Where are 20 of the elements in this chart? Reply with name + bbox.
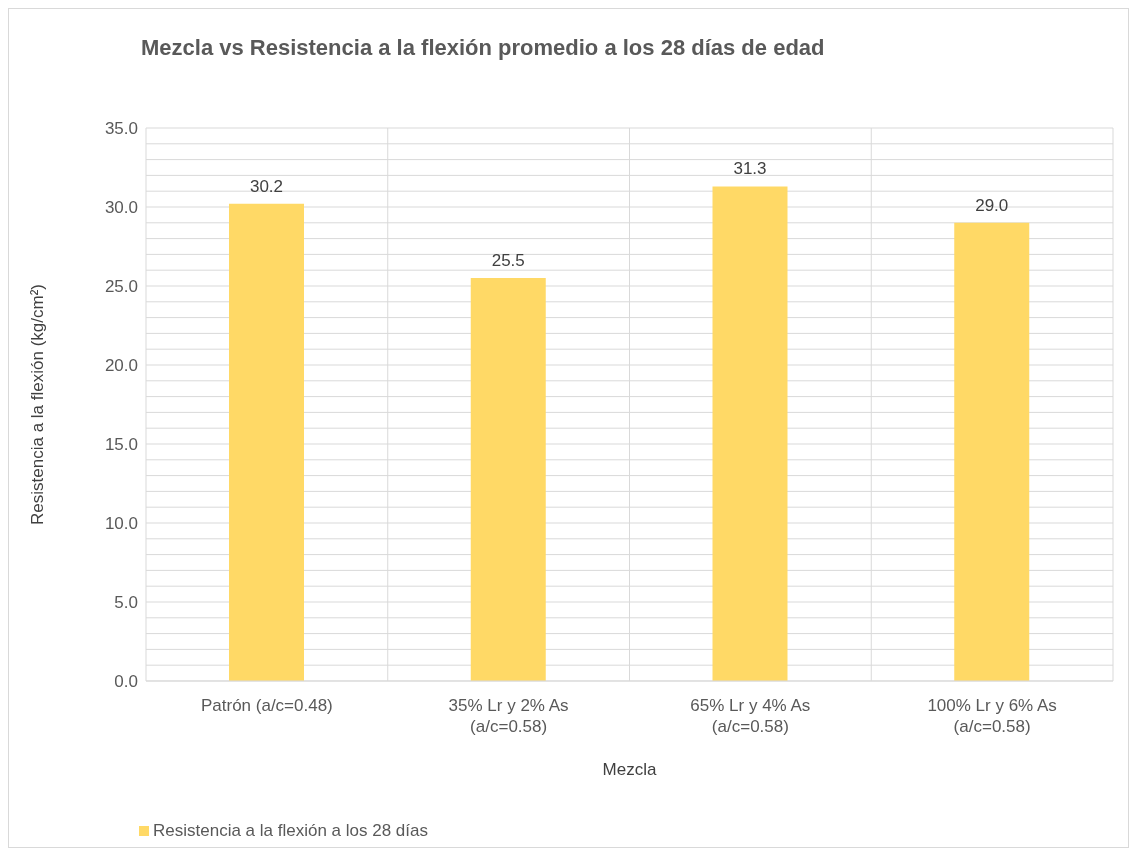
y-tick-label: 35.0 bbox=[104, 119, 138, 139]
data-label: 31.3 bbox=[733, 159, 767, 179]
data-label: 25.5 bbox=[491, 251, 525, 271]
x-tick-label: 100% Lr y 6% As (a/c=0.58) bbox=[927, 696, 1057, 736]
y-axis-title: Resistencia a la flexión (kg/cm²) bbox=[28, 284, 48, 525]
chart-title: Mezcla vs Resistencia a la flexión promedio a los 28 días de edad bbox=[141, 35, 825, 61]
x-tick-label: 35% Lr y 2% As (a/c=0.58) bbox=[448, 696, 569, 736]
y-tick-label: 0.0 bbox=[114, 672, 138, 692]
y-tick-label: 10.0 bbox=[104, 514, 138, 534]
y-tick-label: 20.0 bbox=[104, 356, 138, 376]
legend-label: Resistencia a la flexión a los 28 días bbox=[153, 821, 428, 841]
y-tick-label: 15.0 bbox=[104, 435, 138, 455]
data-label: 29.0 bbox=[975, 195, 1009, 215]
x-axis-title: Mezcla bbox=[602, 760, 657, 779]
y-tick-label: 25.0 bbox=[104, 277, 138, 297]
data-label: 30.2 bbox=[249, 176, 284, 196]
y-tick-label: 5.0 bbox=[114, 593, 138, 613]
y-tick-label: 30.0 bbox=[104, 198, 138, 218]
x-tick-label: 65% Lr y 4% As (a/c=0.58) bbox=[690, 696, 811, 736]
x-tick-label: Patrón (a/c=0.48) bbox=[200, 696, 333, 715]
